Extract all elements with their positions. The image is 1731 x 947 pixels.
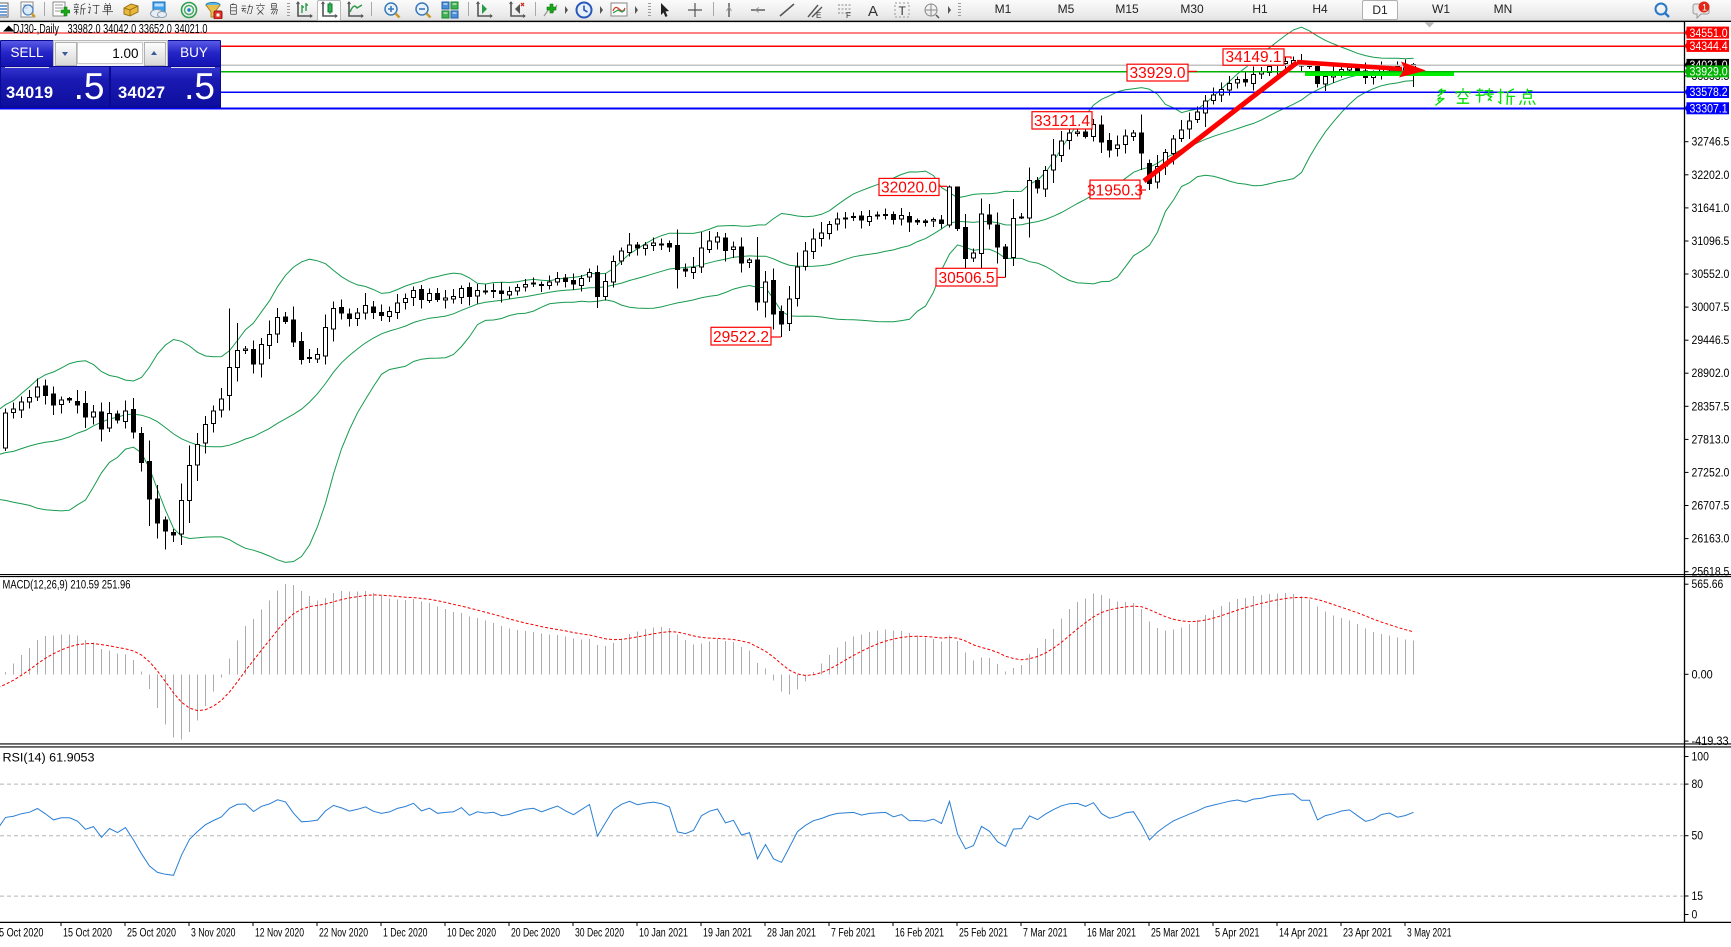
svg-text:29446.5: 29446.5	[1692, 335, 1730, 347]
svg-text:26707.5: 26707.5	[1692, 501, 1730, 513]
svg-text:32020.0: 32020.0	[881, 179, 937, 196]
svg-text:15 Oct 2020: 15 Oct 2020	[63, 928, 112, 940]
svg-text:33982.0 34042.0 33652.0 34021.: 33982.0 34042.0 33652.0 34021.0	[68, 22, 208, 36]
svg-text:33578.2: 33578.2	[1690, 87, 1728, 99]
svg-text:3 Nov 2020: 3 Nov 2020	[191, 928, 236, 940]
svg-text:28902.0: 28902.0	[1692, 368, 1730, 380]
svg-text:25618.5: 25618.5	[1692, 567, 1730, 579]
svg-text:5 Oct 2020: 5 Oct 2020	[0, 928, 44, 940]
svg-text:30 Dec 2020: 30 Dec 2020	[575, 928, 624, 940]
svg-text:E: E	[816, 11, 821, 19]
svg-text:33121.4: 33121.4	[1034, 113, 1090, 130]
svg-text:27252.0: 27252.0	[1692, 467, 1730, 479]
svg-text:10 Jan 2021: 10 Jan 2021	[639, 928, 688, 940]
svg-text:30506.5: 30506.5	[938, 270, 994, 287]
svg-text:34344.4: 34344.4	[1690, 41, 1729, 53]
svg-text:29522.2: 29522.2	[713, 329, 769, 346]
svg-text:16 Mar 2021: 16 Mar 2021	[1087, 928, 1136, 940]
svg-text:10 Dec 2020: 10 Dec 2020	[447, 928, 496, 940]
svg-text:1 Dec 2020: 1 Dec 2020	[383, 928, 428, 940]
svg-text:25 Oct 2020: 25 Oct 2020	[127, 928, 176, 940]
svg-text:100: 100	[1692, 752, 1709, 764]
svg-text:34149.1: 34149.1	[1225, 49, 1281, 66]
svg-text:50: 50	[1692, 831, 1704, 843]
svg-text:25 Feb 2021: 25 Feb 2021	[959, 928, 1008, 940]
svg-text:31641.0: 31641.0	[1692, 203, 1730, 215]
svg-text:25 Mar 2021: 25 Mar 2021	[1151, 928, 1200, 940]
svg-text:19 Jan 2021: 19 Jan 2021	[703, 928, 752, 940]
svg-text:14 Apr 2021: 14 Apr 2021	[1279, 928, 1328, 940]
svg-text:16 Feb 2021: 16 Feb 2021	[895, 928, 944, 940]
svg-text:3 May 2021: 3 May 2021	[1407, 928, 1452, 940]
svg-text:27813.0: 27813.0	[1692, 434, 1730, 446]
svg-text:34551.0: 34551.0	[1690, 28, 1728, 40]
svg-text:DJ30-,Daily: DJ30-,Daily	[13, 22, 60, 36]
svg-text:23 Apr 2021: 23 Apr 2021	[1343, 928, 1392, 940]
svg-text:A: A	[868, 3, 878, 19]
svg-text:30007.5: 30007.5	[1692, 302, 1730, 314]
svg-text:20 Dec 2020: 20 Dec 2020	[511, 928, 560, 940]
svg-text:0.00: 0.00	[1692, 669, 1713, 681]
svg-text:15: 15	[1692, 891, 1704, 903]
svg-text:7 Feb 2021: 7 Feb 2021	[831, 928, 876, 940]
svg-text:-419.33: -419.33	[1692, 736, 1729, 748]
svg-text:MACD(12,26,9) 210.59 251.96: MACD(12,26,9) 210.59 251.96	[3, 580, 131, 592]
svg-text:T: T	[899, 4, 907, 18]
svg-text:32202.0: 32202.0	[1692, 170, 1730, 182]
svg-text:22 Nov 2020: 22 Nov 2020	[319, 928, 368, 940]
svg-text:80: 80	[1692, 779, 1704, 791]
svg-text:33307.1: 33307.1	[1690, 104, 1728, 116]
svg-text:33929.0: 33929.0	[1129, 65, 1185, 82]
svg-text:32746.5: 32746.5	[1692, 137, 1730, 149]
svg-text:5 Apr 2021: 5 Apr 2021	[1215, 928, 1260, 940]
svg-text:28 Jan 2021: 28 Jan 2021	[767, 928, 816, 940]
svg-text:26163.0: 26163.0	[1692, 534, 1730, 546]
svg-text:F: F	[846, 11, 851, 19]
svg-text:31950.3: 31950.3	[1087, 183, 1143, 200]
svg-text:12 Nov 2020: 12 Nov 2020	[255, 928, 304, 940]
svg-text:0: 0	[1692, 910, 1698, 922]
svg-text:1: 1	[1702, 3, 1707, 13]
svg-text:30552.0: 30552.0	[1692, 269, 1730, 281]
svg-text:33929.0: 33929.0	[1690, 67, 1728, 79]
svg-text:31096.5: 31096.5	[1692, 236, 1730, 248]
svg-text:7 Mar 2021: 7 Mar 2021	[1023, 928, 1068, 940]
svg-text:565.66: 565.66	[1692, 579, 1724, 591]
svg-text:28357.5: 28357.5	[1692, 401, 1730, 413]
svg-text:RSI(14) 61.9053: RSI(14) 61.9053	[3, 753, 95, 765]
